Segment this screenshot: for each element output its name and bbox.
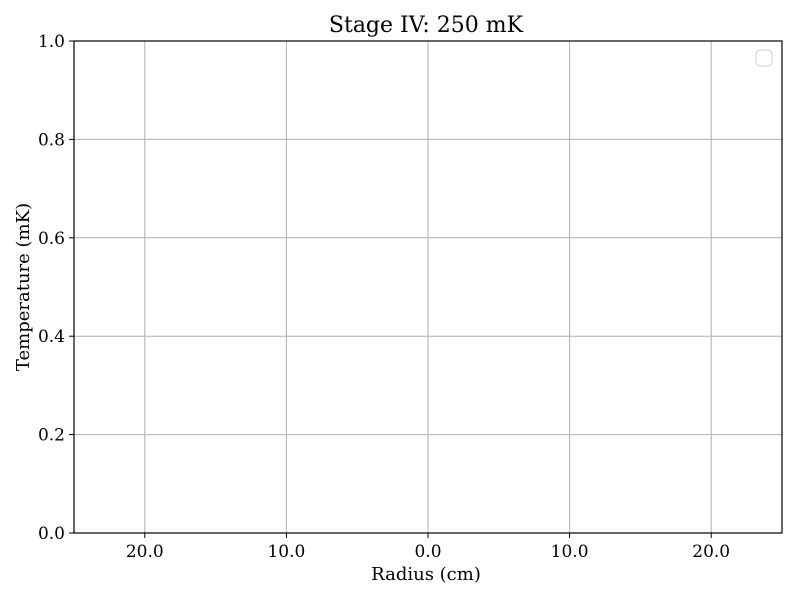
y-tick-label: 0.4	[38, 327, 65, 347]
chart-title: Stage IV: 250 mK	[329, 13, 524, 38]
y-axis: 0.0 0.2 0.4 0.6 0.8 1.0	[38, 32, 74, 544]
x-tick-label: 0.0	[414, 542, 441, 562]
y-tick-label: 0.6	[38, 229, 65, 249]
y-tick-label: 0.0	[38, 524, 65, 544]
y-tick-label: 0.2	[38, 426, 65, 446]
y-axis-label: Temperature (mK)	[13, 203, 34, 371]
legend	[755, 49, 773, 67]
x-axis: 20.0 10.0 0.0 10.0 20.0	[126, 533, 730, 562]
x-tick-label: 10.0	[267, 542, 305, 562]
y-tick-label: 1.0	[38, 32, 65, 52]
x-tick-label: 20.0	[692, 542, 730, 562]
x-axis-label: Radius (cm)	[371, 564, 481, 585]
y-tick-label: 0.8	[38, 130, 65, 150]
x-tick-label: 10.0	[551, 542, 589, 562]
x-tick-label: 20.0	[126, 542, 164, 562]
grid	[74, 41, 782, 533]
